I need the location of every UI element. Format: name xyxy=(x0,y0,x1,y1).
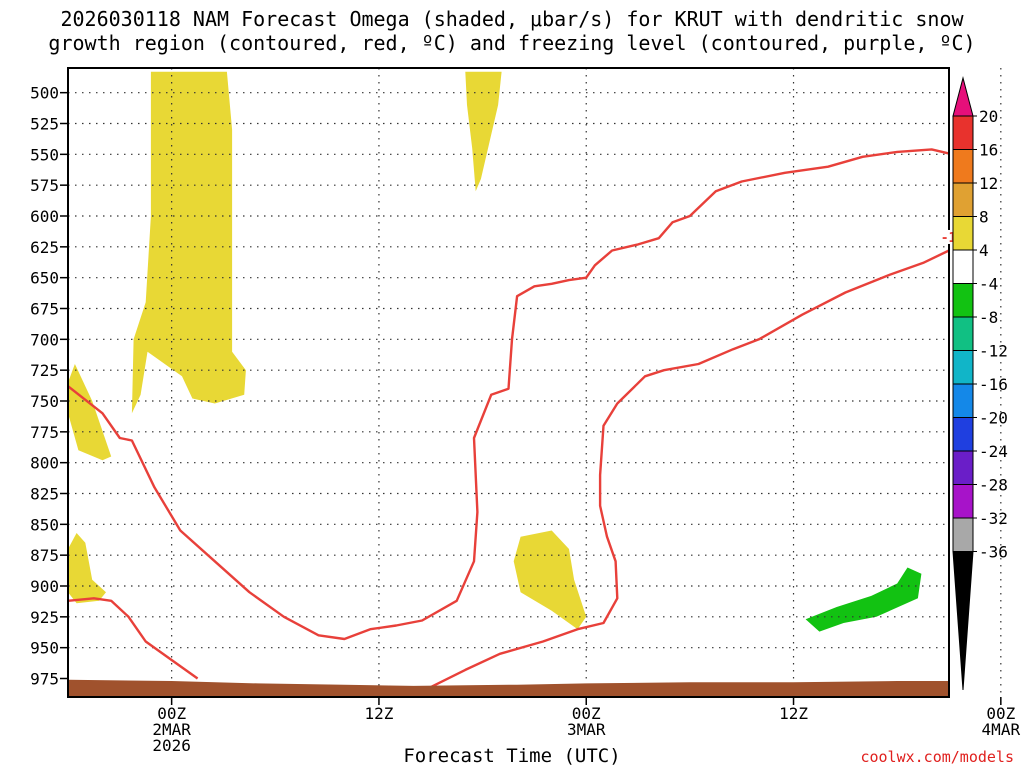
y-tick-label-575: 575 xyxy=(30,176,59,195)
colorbar-segment-2 xyxy=(952,149,974,184)
colorbar-label-9: -20 xyxy=(979,409,1008,428)
y-tick-label-725: 725 xyxy=(30,361,59,380)
colorbar-label-4: 4 xyxy=(979,241,989,260)
colorbar-bottom-triangle xyxy=(952,551,974,691)
y-tick-label-975: 975 xyxy=(30,670,59,689)
y-tick-label-750: 750 xyxy=(30,392,59,411)
colorbar-label-1: 16 xyxy=(979,141,998,160)
y-tick-label-825: 825 xyxy=(30,485,59,504)
colorbar-segment-6 xyxy=(952,283,974,318)
colorbar-label-13: -36 xyxy=(979,543,1008,562)
y-tick-label-675: 675 xyxy=(30,300,59,319)
x-tick-label-48-1: 4MAR xyxy=(982,720,1021,739)
colorbar-label-0: 20 xyxy=(979,107,998,126)
omega-region-12 xyxy=(805,567,922,632)
x-tick-label-48-0: 00Z xyxy=(986,704,1015,723)
colorbar-segment-10 xyxy=(952,417,974,452)
colorbar-segment-8 xyxy=(952,350,974,385)
y-tick-label-800: 800 xyxy=(30,454,59,473)
y-tick-label-775: 775 xyxy=(30,423,59,442)
colorbar-label-11: -28 xyxy=(979,476,1008,495)
colorbar-segment-5 xyxy=(952,249,974,284)
terrain-surface xyxy=(68,679,949,697)
colorbar-segment-4 xyxy=(952,216,974,251)
colorbar-label-10: -24 xyxy=(979,442,1008,461)
y-tick-label-700: 700 xyxy=(30,330,59,349)
y-tick-label-550: 550 xyxy=(30,145,59,164)
colorbar-top-triangle xyxy=(952,76,974,117)
omega-region-1 xyxy=(68,364,112,461)
x-tick-label-0-0: 00Z xyxy=(157,704,186,723)
y-tick-label-875: 875 xyxy=(30,546,59,565)
chart-title-line2: growth region (contoured, red, ºC) and f… xyxy=(48,31,976,55)
colorbar-segment-9 xyxy=(952,383,974,418)
colorbar-segment-7 xyxy=(952,316,974,351)
y-tick-label-600: 600 xyxy=(30,207,59,226)
y-tick-label-500: 500 xyxy=(30,84,59,103)
contour-line-3 xyxy=(430,249,949,689)
chart-title-line1: 2026030118 NAM Forecast Omega (shaded, μ… xyxy=(60,7,964,31)
contour-line-1 xyxy=(68,148,949,641)
x-tick-label-12-0: 12Z xyxy=(364,704,393,723)
x-tick-label-0-1: 2MAR xyxy=(152,720,191,739)
omega-region-11 xyxy=(1013,450,1024,555)
x-axis-label: Forecast Time (UTC) xyxy=(403,745,621,767)
colorbar-label-7: -12 xyxy=(979,342,1008,361)
omega-region-5 xyxy=(513,530,587,630)
x-tick-label-24-0: 00Z xyxy=(572,704,601,723)
colorbar-segment-12 xyxy=(952,484,974,519)
y-tick-label-850: 850 xyxy=(30,515,59,534)
y-tick-label-525: 525 xyxy=(30,115,59,134)
y-tick-label-625: 625 xyxy=(30,238,59,257)
colorbar-label-6: -8 xyxy=(979,308,998,327)
omega-region-4 xyxy=(465,71,502,192)
y-tick-label-950: 950 xyxy=(30,639,59,658)
colorbar-label-3: 8 xyxy=(979,208,989,227)
y-tick-label-650: 650 xyxy=(30,269,59,288)
x-tick-label-0-2: 2026 xyxy=(152,736,191,755)
colorbar-segment-13 xyxy=(952,517,974,552)
y-tick-label-925: 925 xyxy=(30,608,59,627)
contour-line-2 xyxy=(68,597,199,680)
plot-frame xyxy=(67,67,950,698)
omega-region-3 xyxy=(131,71,246,414)
x-tick-label-24-1: 3MAR xyxy=(567,720,606,739)
colorbar-label-8: -16 xyxy=(979,375,1008,394)
colorbar-label-12: -32 xyxy=(979,509,1008,528)
colorbar-segment-11 xyxy=(952,450,974,485)
credit-link[interactable]: coolwx.com/models xyxy=(860,748,1014,766)
y-tick-label-900: 900 xyxy=(30,577,59,596)
colorbar-label-2: 12 xyxy=(979,174,998,193)
colorbar-segment-3 xyxy=(952,182,974,217)
x-tick-label-36-0: 12Z xyxy=(779,704,808,723)
colorbar-segment-1 xyxy=(952,115,974,150)
colorbar-label-5: -4 xyxy=(979,275,998,294)
